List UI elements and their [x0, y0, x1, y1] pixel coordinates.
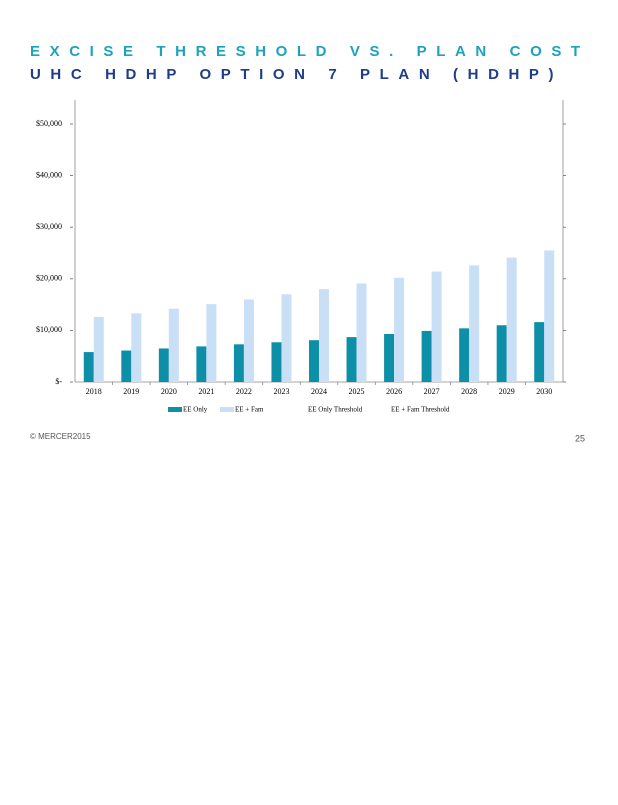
y-tick-label: $-	[55, 377, 62, 386]
legend-label: EE Only	[183, 406, 208, 414]
x-tick-label: 2028	[461, 387, 477, 396]
x-tick-label: 2029	[499, 387, 515, 396]
bar	[431, 271, 442, 382]
page-number: 25	[575, 433, 585, 443]
bar	[544, 250, 555, 382]
legend-label: EE Only Threshold	[308, 406, 363, 414]
bar	[394, 277, 405, 382]
x-tick-label: 2024	[311, 387, 327, 396]
chart-subtitle: UHC HDHP OPTION 7 PLAN (HDHP)	[30, 66, 563, 83]
x-tick-label: 2019	[123, 387, 139, 396]
y-tick-label: $30,000	[36, 222, 62, 231]
legend-label: EE + Fam	[235, 406, 264, 414]
bar	[206, 304, 217, 382]
chart-title: EXCISE THRESHOLD VS. PLAN COST	[30, 43, 590, 60]
bar	[271, 342, 282, 382]
x-tick-label: 2027	[424, 387, 440, 396]
bar	[356, 283, 367, 382]
x-tick-label: 2021	[198, 387, 214, 396]
x-tick-label: 2020	[161, 387, 177, 396]
bar	[319, 289, 329, 382]
x-tick-label: 2026	[386, 387, 402, 396]
bar	[281, 294, 292, 382]
bar	[469, 265, 480, 382]
x-tick-label: 2022	[236, 387, 252, 396]
bar	[83, 352, 94, 382]
bar	[168, 308, 179, 382]
legend-swatch	[168, 407, 182, 412]
bar	[243, 299, 254, 382]
bar	[534, 322, 545, 382]
bar	[233, 344, 244, 382]
x-tick-label: 2023	[273, 387, 289, 396]
y-tick-label: $10,000	[36, 325, 62, 334]
bar	[496, 325, 507, 382]
bar	[93, 316, 104, 382]
y-tick-label: $40,000	[36, 170, 62, 179]
bar	[309, 340, 319, 382]
bar	[346, 337, 357, 382]
legend-swatch	[220, 407, 234, 412]
bar	[158, 348, 169, 382]
bar	[506, 257, 517, 382]
x-tick-label: 2030	[536, 387, 552, 396]
y-tick-label: $20,000	[36, 274, 62, 283]
bar	[121, 350, 132, 382]
bar	[131, 313, 142, 382]
bar	[196, 346, 207, 382]
bar	[459, 328, 470, 382]
bar	[384, 334, 395, 382]
legend-label: EE + Fam Threshold	[391, 406, 450, 414]
y-tick-label: $50,000	[36, 119, 62, 128]
footer: © MERCER2015	[30, 432, 91, 441]
bar	[421, 330, 432, 382]
x-tick-label: 2018	[86, 387, 102, 396]
x-tick-label: 2025	[349, 387, 365, 396]
